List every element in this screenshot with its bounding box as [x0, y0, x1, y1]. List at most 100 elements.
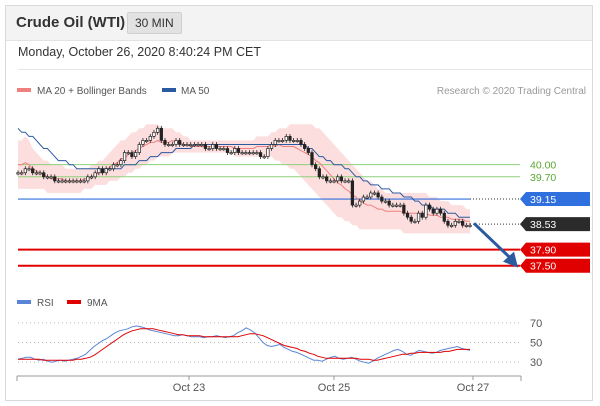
candle — [303, 144, 307, 149]
rsi-line — [17, 325, 471, 364]
support-label: 37.50 — [530, 261, 556, 273]
candle — [306, 148, 310, 153]
candle — [181, 144, 185, 147]
rsi-ma-legend-label: 9MA — [87, 298, 108, 309]
divider — [18, 69, 592, 70]
ma50-line — [17, 127, 470, 218]
candle — [269, 144, 274, 149]
candle — [247, 152, 252, 155]
candle — [75, 180, 79, 183]
candle — [468, 224, 472, 227]
support-tag — [520, 242, 590, 257]
candle — [435, 208, 439, 214]
candle — [398, 204, 402, 207]
candle — [189, 144, 193, 147]
candle — [240, 152, 244, 155]
candle — [159, 127, 163, 141]
candle — [350, 180, 355, 206]
candle — [405, 212, 410, 218]
chart-widget: Crude Oil (WTI) 30 MIN Monday, October 2… — [5, 5, 593, 401]
support-tag — [520, 258, 590, 273]
candle — [424, 204, 428, 218]
candle — [413, 220, 417, 223]
resistance-label: 39.70 — [530, 172, 556, 184]
period-button[interactable]: 30 MIN — [127, 12, 182, 34]
price-legend: MA 20 + Bollinger Bands MA 50 Research ©… — [17, 86, 586, 97]
candle — [233, 148, 237, 153]
candle — [266, 148, 270, 157]
ma20-legend-label: MA 20 + Bollinger Bands — [37, 86, 147, 97]
candle — [93, 172, 97, 178]
candle — [369, 192, 373, 198]
candle — [115, 164, 119, 167]
rsi-tick-label: 50 — [530, 338, 542, 350]
ma20-legend-swatch — [17, 88, 31, 92]
candle — [192, 144, 197, 147]
candle — [461, 220, 465, 226]
candle — [427, 204, 432, 210]
candle — [148, 136, 152, 141]
candle — [104, 168, 108, 174]
last-price-label: 38.53 — [530, 219, 556, 231]
candle — [328, 180, 332, 183]
candle — [133, 152, 138, 157]
projection-arrow — [472, 222, 514, 261]
candle — [457, 220, 461, 223]
candle — [321, 176, 325, 179]
candle — [236, 148, 241, 153]
candle — [53, 176, 57, 182]
candle — [196, 144, 200, 147]
rsi-tick-label: 30 — [530, 357, 542, 369]
candle — [383, 200, 388, 203]
candle — [207, 148, 211, 151]
candle — [310, 152, 314, 166]
candle — [229, 152, 233, 155]
candle — [339, 176, 344, 182]
candle — [387, 200, 391, 206]
rsi-plot: 70 50 30 — [17, 318, 542, 369]
candle — [251, 152, 255, 155]
candle — [174, 140, 178, 145]
candle — [31, 168, 35, 174]
ma20-line — [18, 139, 470, 222]
candle — [291, 140, 296, 142]
candle — [64, 180, 68, 183]
candle — [262, 156, 266, 159]
last-price-tag — [520, 217, 590, 232]
candle — [211, 144, 215, 149]
candle — [409, 216, 413, 222]
candle — [34, 172, 38, 175]
candle — [347, 180, 351, 183]
rsi-tick-label: 70 — [530, 318, 542, 330]
candle — [358, 200, 362, 206]
instrument-title: Crude Oil (WTI) — [16, 14, 126, 31]
candle — [89, 176, 94, 179]
candle — [156, 127, 160, 133]
candle — [163, 140, 167, 145]
candle — [391, 204, 395, 207]
candle — [380, 196, 384, 202]
candle — [152, 131, 156, 137]
candle — [225, 148, 230, 153]
pivot-label: 39.15 — [530, 194, 556, 206]
candle — [200, 144, 204, 147]
candle — [258, 152, 263, 157]
candle — [122, 152, 127, 161]
x-tick-label: Oct 25 — [318, 382, 350, 394]
candle — [222, 148, 226, 151]
candle — [111, 164, 116, 170]
candle — [108, 168, 112, 171]
candle — [450, 224, 454, 227]
rsi-legend-label: RSI — [37, 298, 54, 309]
candle — [203, 144, 208, 149]
candle — [23, 168, 27, 174]
candle — [420, 212, 424, 218]
candle — [137, 144, 141, 153]
candle — [144, 140, 149, 142]
candle — [314, 164, 318, 170]
candle — [141, 140, 145, 145]
candle — [365, 196, 369, 199]
candle — [255, 152, 259, 155]
candle — [214, 144, 219, 149]
